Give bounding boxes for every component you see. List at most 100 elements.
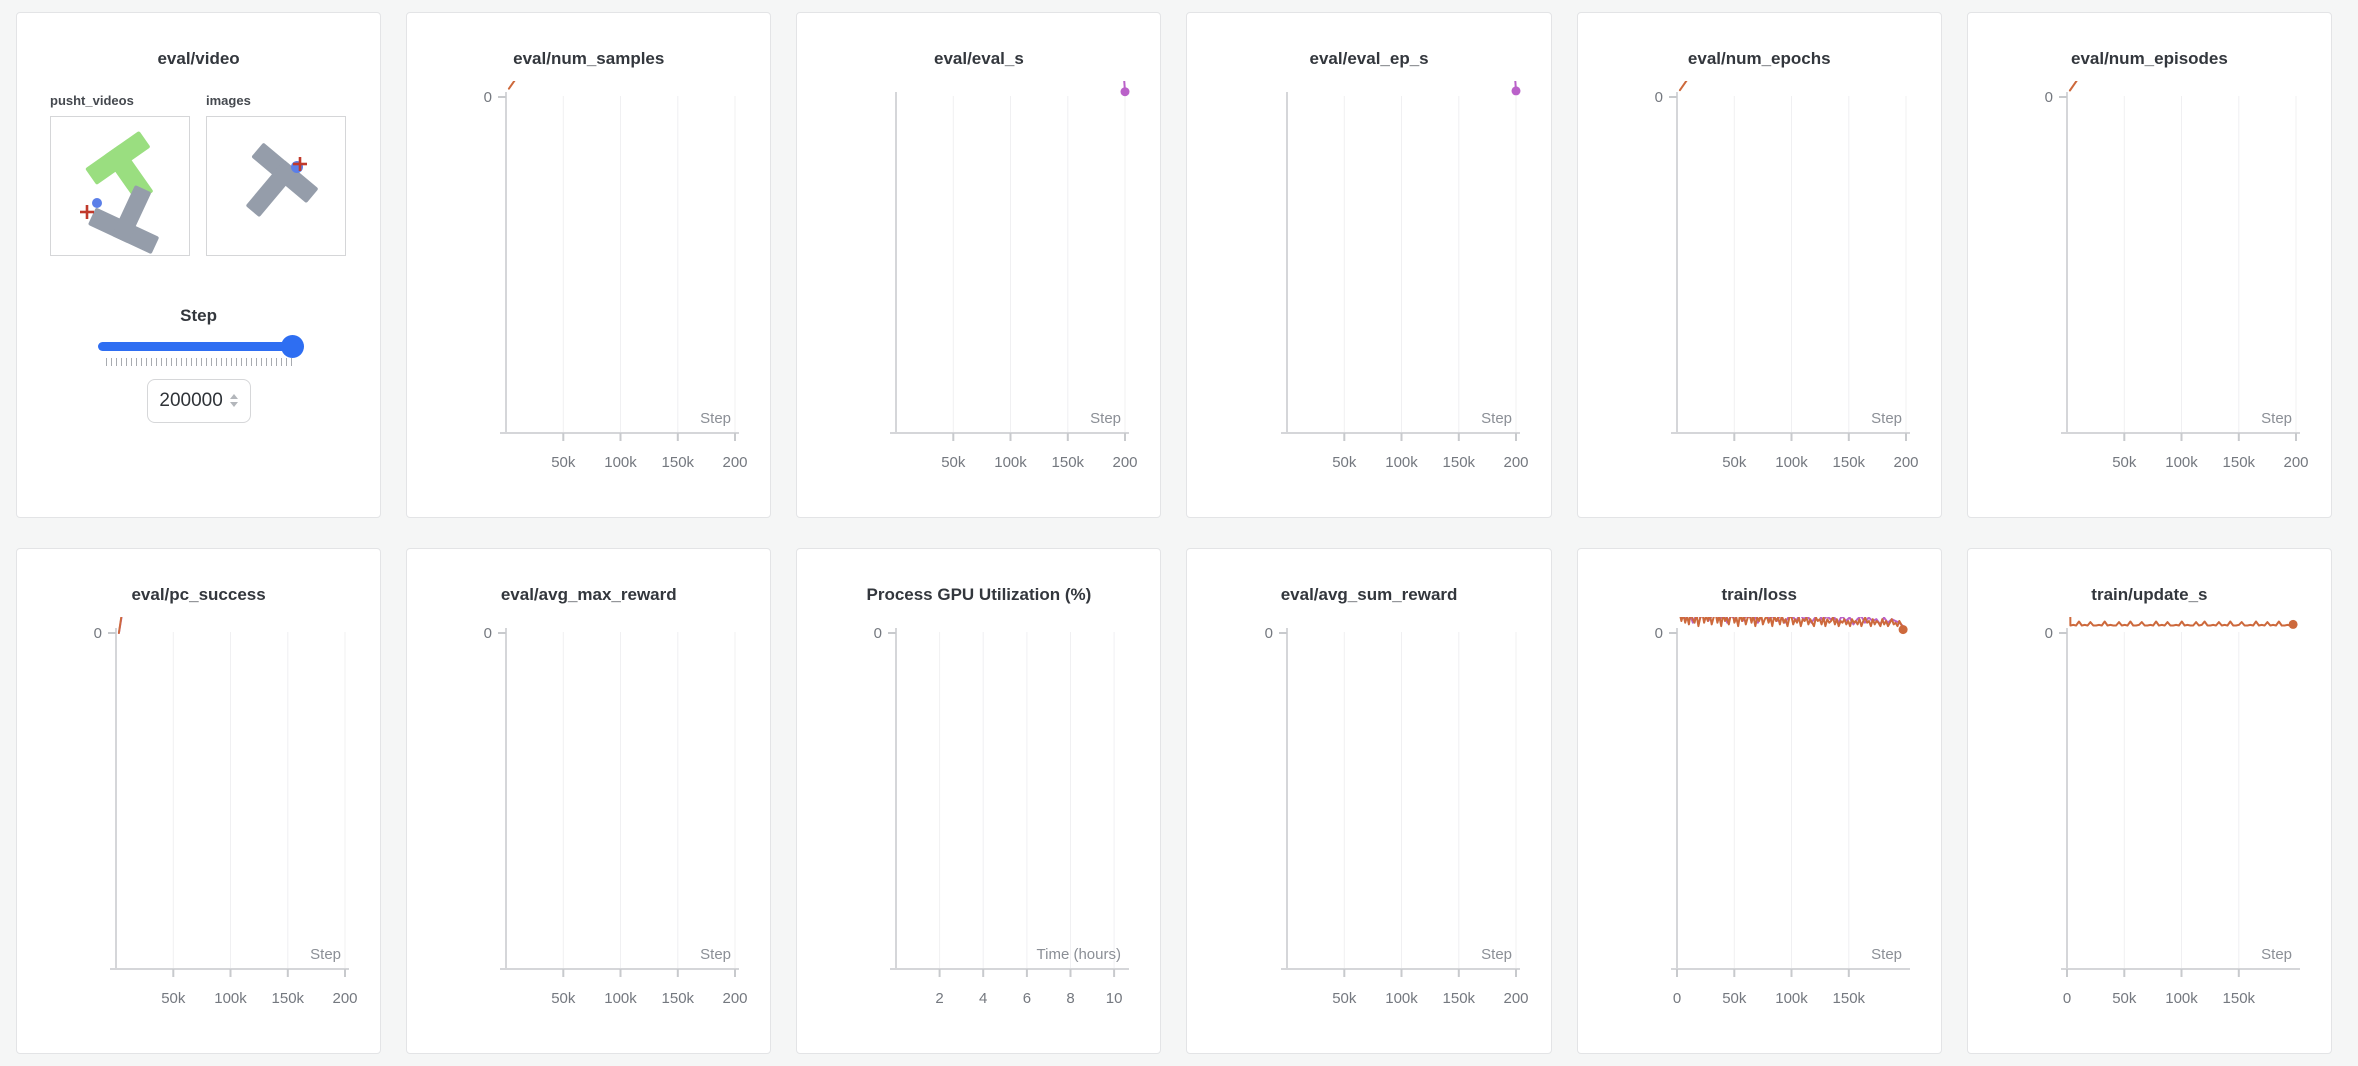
svg-text:50k: 50k <box>1332 454 1357 471</box>
gpu-utilization-chart[interactable]: 020406080100246810Time (hours) <box>812 617 1145 1019</box>
svg-text:100k: 100k <box>604 454 637 471</box>
svg-text:Step: Step <box>310 946 341 963</box>
svg-text:200: 200 <box>1503 454 1528 471</box>
svg-text:0: 0 <box>1654 625 1662 642</box>
pusht-video-thumbnail[interactable] <box>50 115 190 256</box>
panel-title: eval/video <box>157 49 240 68</box>
svg-text:8: 8 <box>1067 990 1075 1007</box>
svg-text:Step: Step <box>700 946 731 963</box>
svg-text:150k: 150k <box>1832 454 1865 471</box>
svg-text:200: 200 <box>723 990 748 1007</box>
panel-eval-avg-sum-reward: eval/avg_sum_reward 02040608010012050k10… <box>1186 548 1552 1054</box>
svg-text:150k: 150k <box>1442 454 1475 471</box>
svg-text:200: 200 <box>1893 454 1918 471</box>
panel-eval-eval-ep-s: eval/eval_ep_s 2.62.72.82.950k100k150k20… <box>1186 12 1552 518</box>
svg-text:50k: 50k <box>551 454 576 471</box>
svg-text:0: 0 <box>94 625 102 642</box>
step-value: 200000 <box>159 389 223 411</box>
train-update-s-chart[interactable]: 012345050k100k150kStep <box>1983 616 2316 1019</box>
svg-text:Time (hours): Time (hours) <box>1037 946 1121 963</box>
chart-title: Process GPU Utilization (%) <box>866 585 1092 604</box>
panel-eval-num-samples: eval/num_samples 02e+64e+66e+68e+61e+71.… <box>406 12 772 518</box>
images-thumbnail[interactable] <box>206 115 346 256</box>
agent-dot <box>92 197 102 208</box>
media-label-pusht-videos: pusht_videos <box>50 92 134 108</box>
svg-text:150k: 150k <box>272 990 305 1007</box>
images-scene-image <box>246 142 318 217</box>
chart-title: eval/num_epochs <box>1687 49 1831 68</box>
svg-text:50k: 50k <box>161 990 186 1007</box>
svg-text:Step: Step <box>1871 946 1902 963</box>
eval-eval-s-chart[interactable]: 13013514014550k100k150k200Step <box>812 80 1145 483</box>
step-slider-track[interactable] <box>97 334 304 358</box>
svg-text:100k: 100k <box>1385 990 1418 1007</box>
svg-text:50k: 50k <box>2112 990 2137 1007</box>
chart-title: train/update_s <box>2091 585 2208 604</box>
svg-text:100k: 100k <box>1775 454 1808 471</box>
svg-text:200: 200 <box>2283 454 2308 471</box>
chart-title: eval/avg_max_reward <box>500 585 677 604</box>
svg-text:0: 0 <box>874 625 882 642</box>
panel-train-loss: train/loss 00.20.40.60.8050k100k150kStep <box>1576 548 1942 1054</box>
svg-text:150k: 150k <box>1052 454 1085 471</box>
svg-text:50k: 50k <box>942 454 967 471</box>
svg-text:Step: Step <box>1481 946 1512 963</box>
eval-num-epochs-chart[interactable]: 010020030040050k100k150k200Step <box>1593 80 1926 483</box>
svg-text:50k: 50k <box>1722 454 1747 471</box>
goal-cross <box>293 156 307 171</box>
svg-text:50k: 50k <box>2112 454 2137 471</box>
svg-text:150k: 150k <box>1442 990 1475 1007</box>
svg-text:0: 0 <box>484 89 492 106</box>
svg-text:100k: 100k <box>2165 990 2198 1007</box>
eval-num-episodes-chart[interactable]: 0200004000060000800001e+550k100k150k200S… <box>1983 80 2316 483</box>
panel-eval-eval-s: eval/eval_s 13013514014550k100k150k200St… <box>796 12 1162 518</box>
panel-train-update-s: train/update_s 012345050k100k150kStep <box>1966 548 2332 1054</box>
eval-num-samples-chart[interactable]: 02e+64e+66e+68e+61e+71.2e+750k100k150k20… <box>422 80 755 483</box>
step-slider-handle[interactable] <box>280 334 304 358</box>
train-loss-chart[interactable]: 00.20.40.60.8050k100k150kStep <box>1593 616 1926 1019</box>
svg-text:Step: Step <box>1871 410 1902 427</box>
eval-pc-success-chart[interactable]: 02040608050k100k150k200Step <box>32 616 365 1019</box>
svg-text:0: 0 <box>2045 89 2053 106</box>
step-number-input[interactable]: 200000 <box>146 378 251 423</box>
svg-text:150k: 150k <box>662 990 695 1007</box>
svg-text:100k: 100k <box>1385 454 1418 471</box>
svg-text:100k: 100k <box>1775 990 1808 1007</box>
svg-text:10: 10 <box>1106 990 1123 1007</box>
stepper-arrows[interactable] <box>229 394 238 408</box>
svg-text:Step: Step <box>1091 410 1122 427</box>
svg-text:50k: 50k <box>1722 990 1747 1007</box>
eval-avg-max-reward-chart[interactable]: 00.20.40.60.850k100k150k200Step <box>422 617 755 1019</box>
eval-eval-ep-s-chart[interactable]: 2.62.72.82.950k100k150k200Step <box>1203 80 1536 483</box>
eval-avg-sum-reward-chart[interactable]: 02040608010012050k100k150k200Step <box>1203 617 1536 1019</box>
svg-text:Step: Step <box>2261 946 2292 963</box>
svg-text:200: 200 <box>1113 454 1138 471</box>
svg-text:200: 200 <box>333 990 358 1007</box>
svg-text:0: 0 <box>2063 990 2071 1007</box>
chart-title: eval/num_samples <box>513 49 665 68</box>
svg-text:0: 0 <box>484 625 492 642</box>
svg-text:2: 2 <box>936 990 944 1007</box>
svg-text:150k: 150k <box>2222 990 2255 1007</box>
stepper-down-icon[interactable] <box>229 402 238 408</box>
svg-text:Step: Step <box>1481 410 1512 427</box>
media-thumbnails <box>50 115 380 256</box>
svg-text:100k: 100k <box>2165 454 2198 471</box>
pusht-scene-image <box>80 131 159 254</box>
chart-title: eval/avg_sum_reward <box>1280 585 1458 604</box>
chart-title: eval/num_episodes <box>2070 49 2228 68</box>
svg-text:150k: 150k <box>662 454 695 471</box>
goal-cross <box>80 204 94 219</box>
step-slider-ticks <box>105 357 292 366</box>
media-labels: pusht_videos images <box>50 93 380 108</box>
chart-title: eval/eval_s <box>934 49 1024 68</box>
stepper-up-icon[interactable] <box>229 394 238 400</box>
svg-text:200: 200 <box>723 454 748 471</box>
panel-eval-pc-success: eval/pc_success 02040608050k100k150k200S… <box>16 548 382 1054</box>
svg-text:0: 0 <box>1264 625 1272 642</box>
svg-text:100k: 100k <box>995 454 1028 471</box>
svg-text:150k: 150k <box>1832 990 1865 1007</box>
svg-text:100k: 100k <box>604 990 637 1007</box>
chart-title: eval/eval_ep_s <box>1309 49 1429 68</box>
